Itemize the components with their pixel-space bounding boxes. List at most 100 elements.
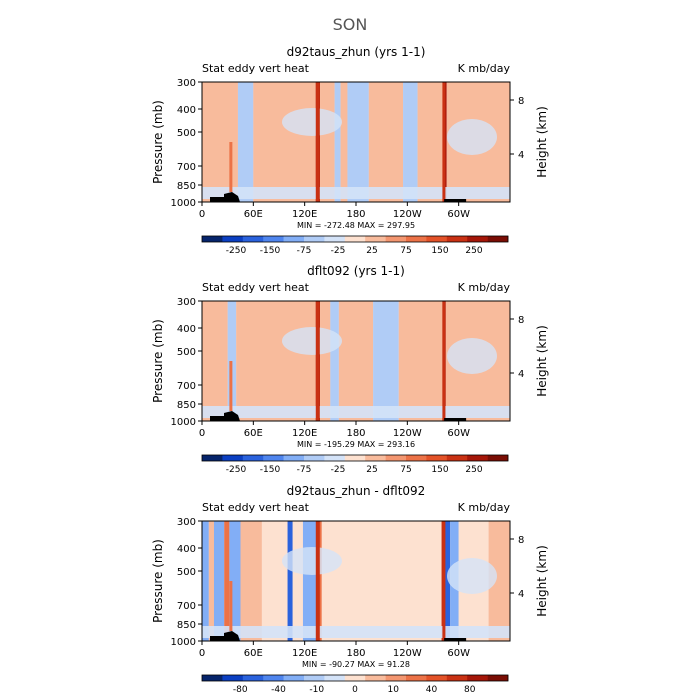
colorbar-swatch <box>304 455 325 461</box>
heatmap-cell <box>347 82 369 202</box>
colorbar-swatch <box>202 236 223 242</box>
y-tick-label: 850 <box>177 620 196 631</box>
stats-label: MIN = -195.29 MAX = 293.16 <box>297 440 415 449</box>
heatmap-cell <box>340 82 348 202</box>
y-tick-label: 1000 <box>171 198 196 209</box>
heatmap-cell <box>213 521 225 641</box>
heatmap-cell <box>261 521 288 641</box>
right-tick-label: 8 <box>518 96 524 107</box>
heatmap-cell <box>315 82 320 202</box>
heatmap-cell <box>447 119 497 155</box>
colorbar-swatch <box>467 455 488 461</box>
topography <box>444 418 467 421</box>
colorbar-swatch <box>426 236 448 242</box>
heatmap-cell <box>315 301 320 421</box>
right-tick-label: 8 <box>518 315 524 326</box>
colorbar-swatch <box>263 236 284 242</box>
x-tick-label: 180 <box>346 209 365 220</box>
colorbar-swatch <box>242 675 264 681</box>
colorbar-swatch <box>344 455 366 461</box>
y-axis-label: Pressure (mb) <box>151 319 165 403</box>
colorbar-swatch <box>426 455 448 461</box>
heatmap-cell <box>202 521 209 641</box>
colorbar-label: 75 <box>400 246 411 256</box>
colorbar-label: -250 <box>226 465 247 475</box>
colorbar-label: -25 <box>331 465 346 475</box>
colorbar-frame <box>201 454 509 462</box>
heatmap-cell <box>403 82 418 202</box>
colorbar-label: 250 <box>465 246 482 256</box>
heatmap-cell <box>224 521 230 641</box>
colorbar-swatch <box>446 455 468 461</box>
colorbar-swatch <box>222 455 244 461</box>
stats-label: MIN = -272.48 MAX = 297.95 <box>297 221 415 230</box>
y-tick-label: 700 <box>177 601 196 612</box>
colorbar-label: -10 <box>309 685 324 695</box>
right-tick-label: 4 <box>518 589 524 600</box>
colorbar-label: -150 <box>260 246 281 256</box>
heatmap-cell <box>282 108 342 136</box>
heatmap-cell <box>202 187 510 199</box>
panel-subtitle-left: Stat eddy vert heat <box>202 281 310 294</box>
colorbar-swatch <box>406 455 427 461</box>
colorbar-swatch <box>304 675 325 681</box>
y-tick-label: 850 <box>177 181 196 192</box>
heatmap-cell <box>417 82 444 202</box>
x-tick-label: 60W <box>447 648 470 659</box>
heatmap-cell <box>287 521 293 641</box>
colorbar-swatch <box>365 675 386 681</box>
y-tick-label: 500 <box>177 128 196 139</box>
colorbar-swatch <box>304 236 325 242</box>
heatmap-cell <box>253 82 316 202</box>
topography <box>210 631 240 641</box>
colorbar-swatch <box>385 455 407 461</box>
colorbar-swatch <box>324 455 346 461</box>
heatmap-cell <box>442 521 446 641</box>
colorbar-swatch <box>202 675 223 681</box>
colorbar-swatch <box>467 236 488 242</box>
x-tick-label: 60W <box>447 428 470 439</box>
x-tick-label: 120E <box>292 209 317 220</box>
colorbar-swatch <box>283 455 305 461</box>
heatmap-cell <box>442 301 446 421</box>
colorbar-swatch <box>263 455 284 461</box>
heatmap-cell <box>444 521 451 641</box>
topography <box>444 199 467 202</box>
figure-title: SON <box>333 15 368 34</box>
x-tick-label: 60E <box>244 209 263 220</box>
colorbar-swatch <box>487 455 509 461</box>
colorbar-swatch <box>283 675 305 681</box>
panel-subtitle-right: K mb/day <box>458 62 511 75</box>
heatmap-cell <box>442 82 446 202</box>
x-tick-label: 0 <box>199 648 205 659</box>
colorbar-swatch <box>344 675 366 681</box>
colorbar-label: -80 <box>233 685 248 695</box>
colorbar-swatch <box>406 675 427 681</box>
colorbar-swatch <box>222 675 244 681</box>
stats-label: MIN = -90.27 MAX = 91.28 <box>302 660 410 669</box>
colorbar-swatch <box>222 236 244 242</box>
right-tick-label: 4 <box>518 150 524 161</box>
colorbar-swatch <box>202 455 223 461</box>
panel-subtitle-right: K mb/day <box>458 281 511 294</box>
heatmap-field <box>202 521 510 641</box>
colorbar-swatch <box>365 236 386 242</box>
colorbar-swatch <box>344 236 366 242</box>
panel-subtitle-right: K mb/day <box>458 501 511 514</box>
colorbar-swatch <box>242 455 264 461</box>
x-tick-label: 120W <box>393 428 422 439</box>
y-tick-label: 400 <box>177 544 196 555</box>
x-tick-label: 60E <box>244 648 263 659</box>
colorbar-label: -75 <box>297 246 312 256</box>
heatmap-cell <box>229 581 233 631</box>
colorbar-swatch <box>242 236 264 242</box>
colorbar-label: -40 <box>271 685 286 695</box>
colorbar-swatch <box>426 675 448 681</box>
colorbar-label: 80 <box>464 685 476 695</box>
right-axis-label: Height (km) <box>535 106 549 177</box>
x-tick-label: 180 <box>346 428 365 439</box>
x-tick-label: 0 <box>199 428 205 439</box>
colorbar-swatch <box>385 236 407 242</box>
y-tick-label: 500 <box>177 567 196 578</box>
colorbar-label: -75 <box>297 465 312 475</box>
